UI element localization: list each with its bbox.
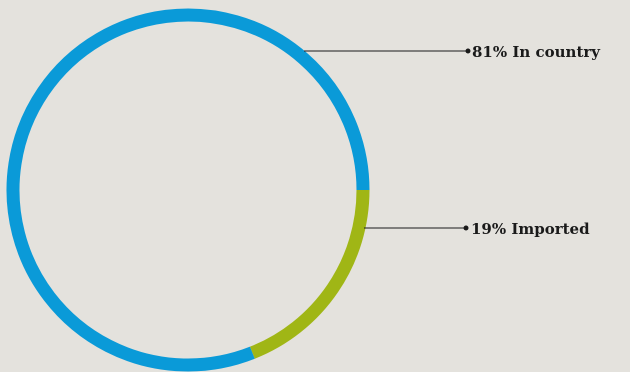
leader-dot-imported [463, 225, 469, 231]
slice-imported [250, 189, 370, 359]
labels-layer: 81% In country 19% Imported [471, 43, 601, 238]
slices-layer [6, 8, 370, 372]
data-label-in-country: 81% In country [472, 43, 601, 61]
data-label-imported: 19% Imported [471, 220, 590, 238]
leader-dot-in-country [465, 48, 471, 54]
leader-lines-layer [304, 48, 471, 231]
slice-in-country [6, 8, 370, 372]
